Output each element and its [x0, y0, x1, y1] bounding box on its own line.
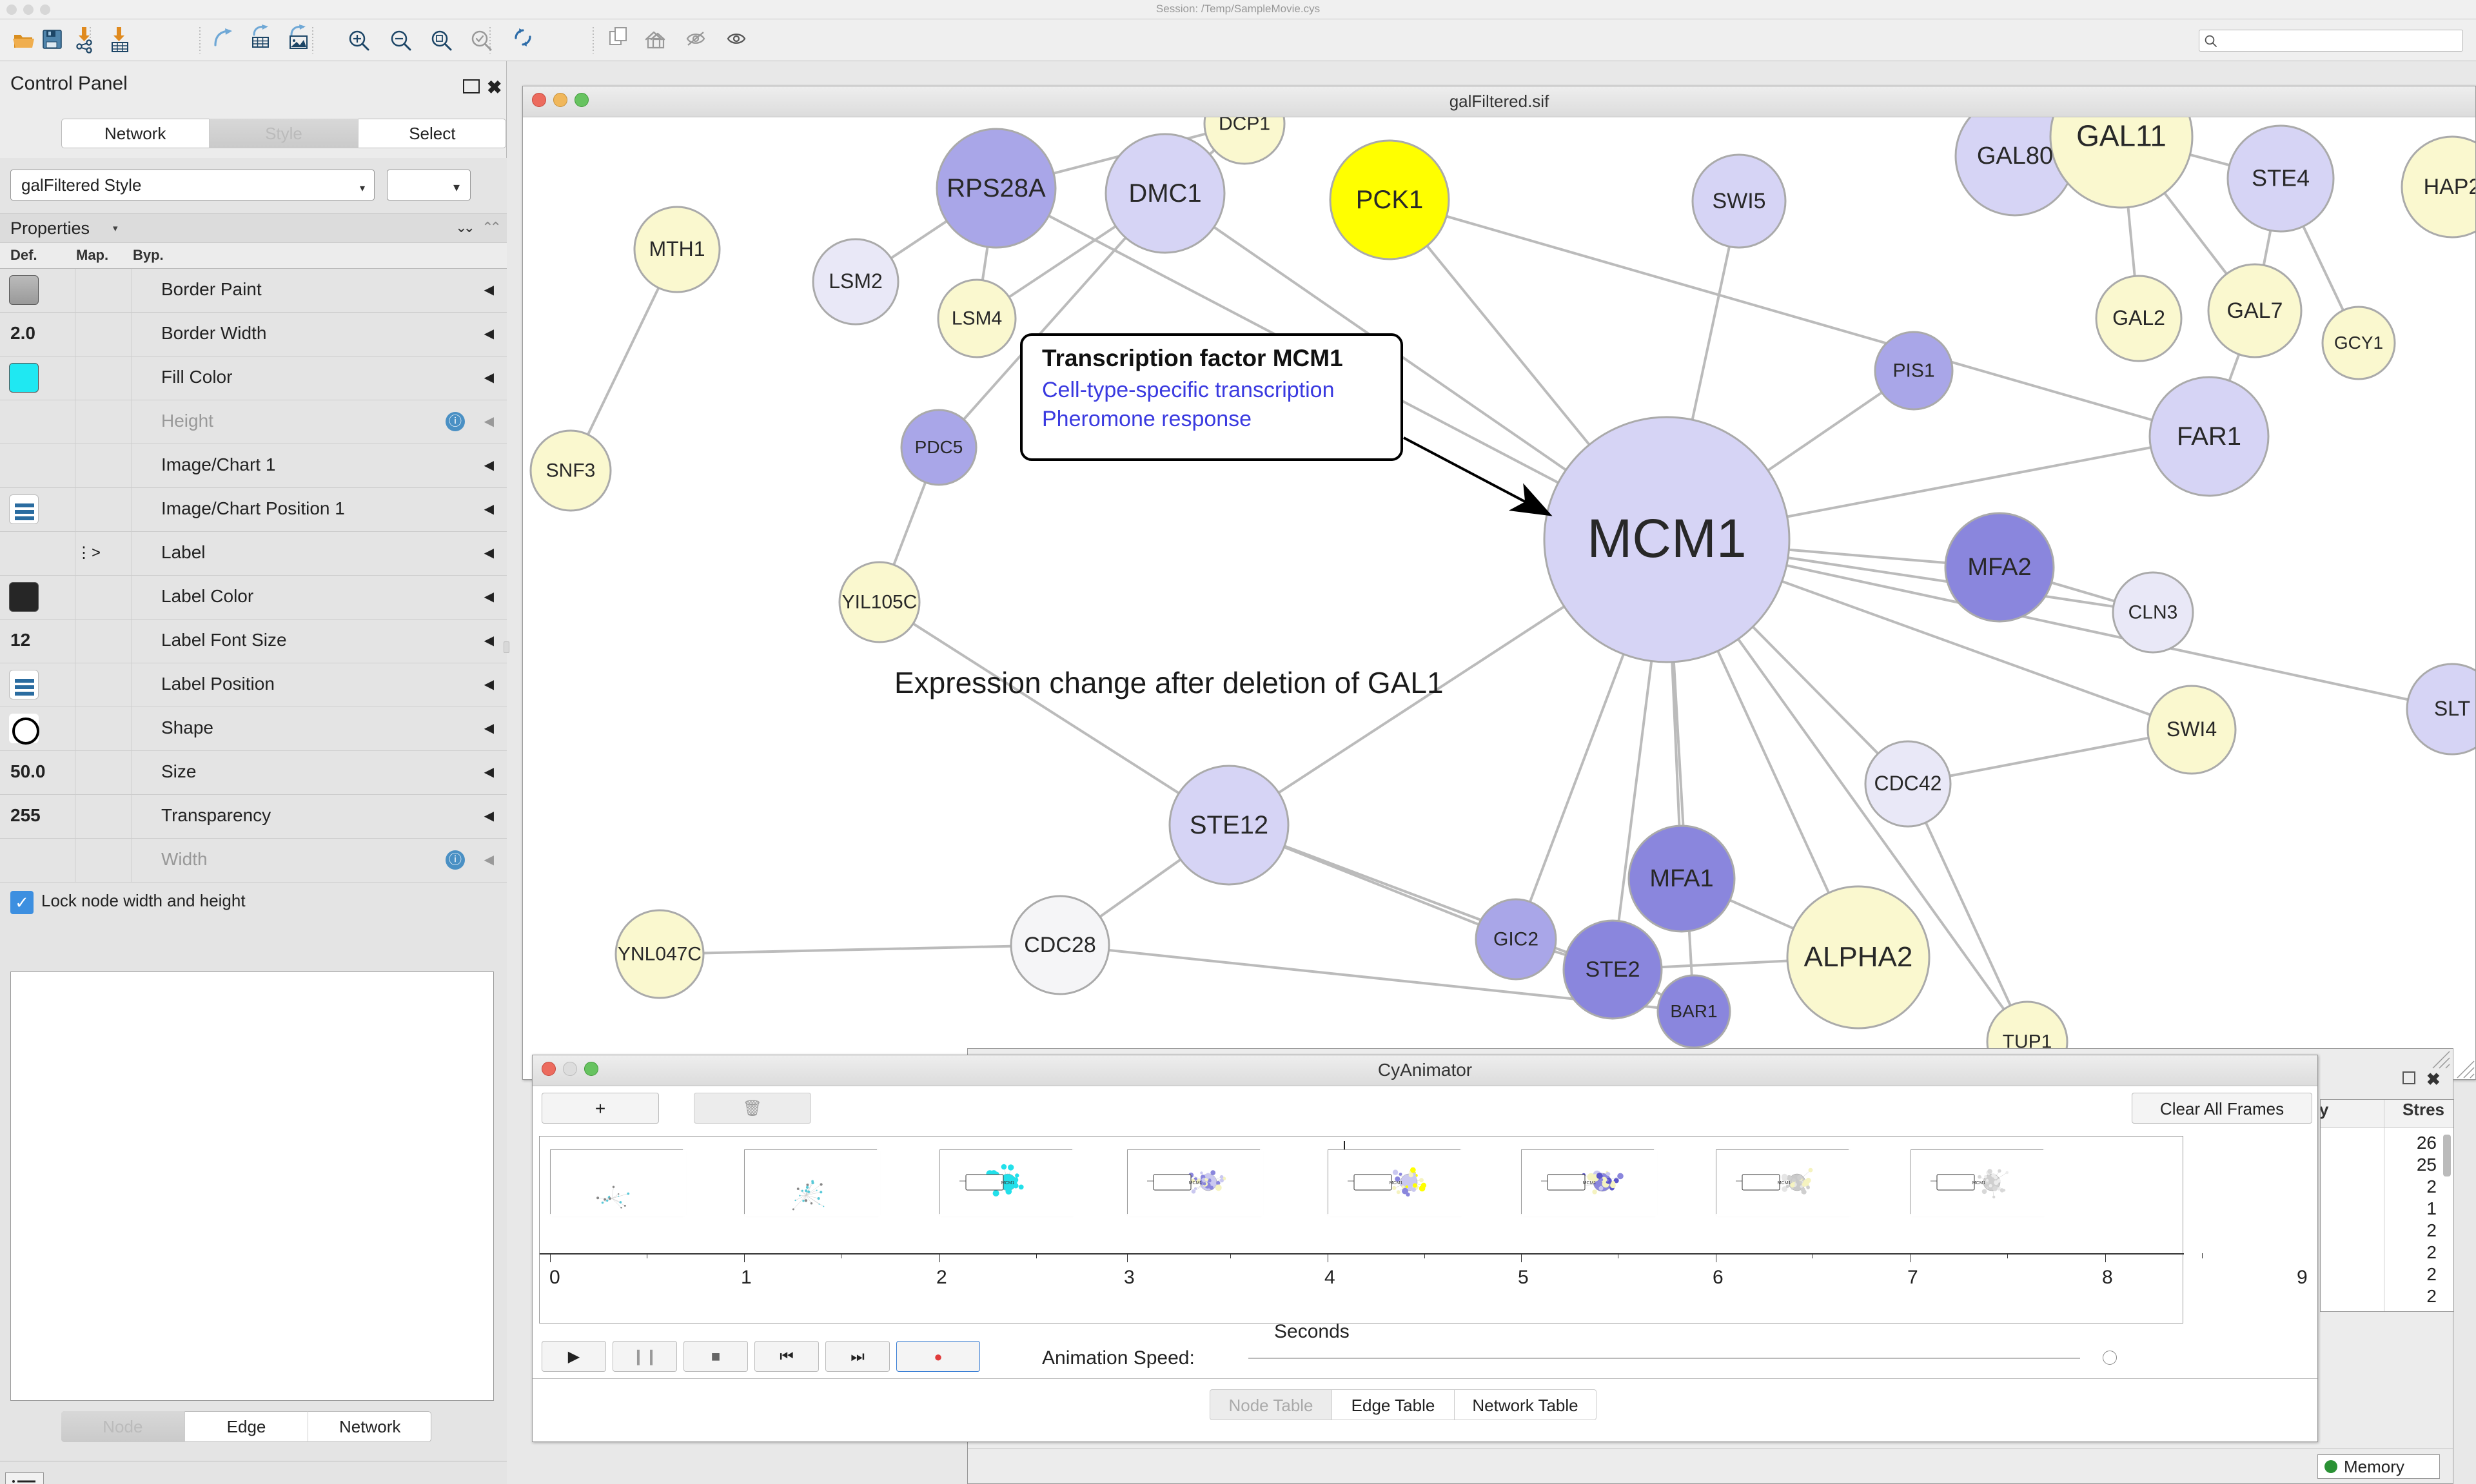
svg-text:MCM1: MCM1	[1001, 1181, 1015, 1186]
svg-text:MCM1: MCM1	[1972, 1181, 1986, 1186]
svg-text:MCM1: MCM1	[1189, 1181, 1203, 1186]
svg-text:MCM1: MCM1	[1778, 1181, 1791, 1186]
svg-text:MCM1: MCM1	[1390, 1181, 1403, 1186]
svg-text:MCM1: MCM1	[1583, 1181, 1597, 1186]
